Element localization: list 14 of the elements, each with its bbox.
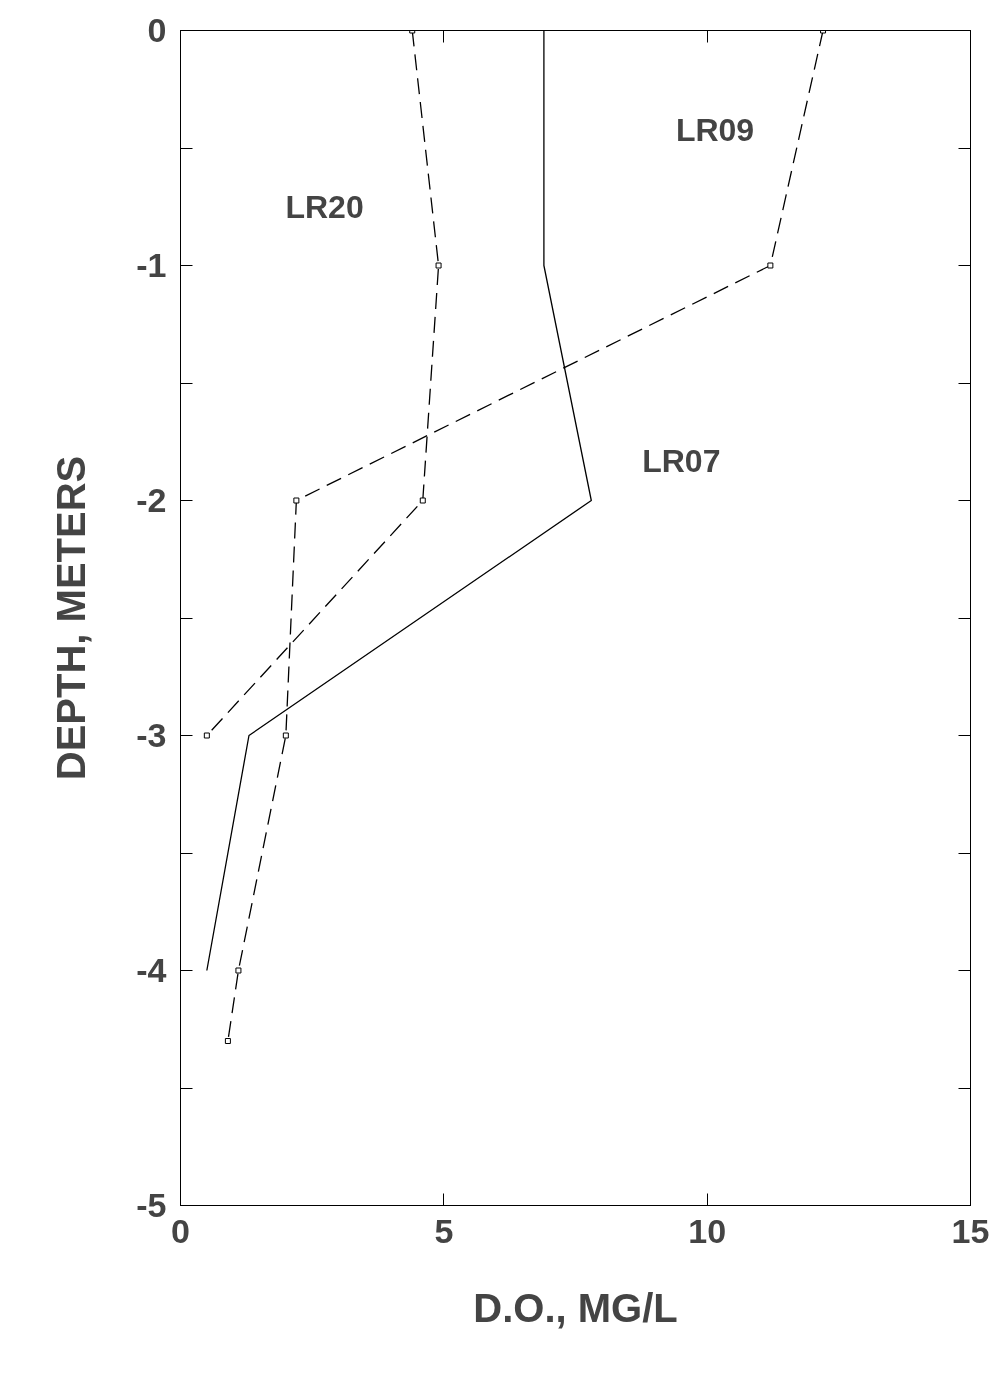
y-axis-title: DEPTH, METERS xyxy=(49,455,94,781)
series-label: LR09 xyxy=(675,111,755,148)
x-axis-title: D.O., MG/L xyxy=(473,1285,678,1330)
x-tick-label: 5 xyxy=(434,1211,454,1250)
y-tick-label: -3 xyxy=(136,716,167,754)
x-tick-label: 15 xyxy=(951,1211,990,1250)
y-tick-label: -1 xyxy=(136,246,167,284)
series-label: LR07 xyxy=(642,442,721,479)
text: LR20 xyxy=(285,188,364,225)
y-tick-label: -4 xyxy=(136,951,167,989)
y-tick-label: -5 xyxy=(136,1186,167,1224)
y-tick-label: 0 xyxy=(147,11,167,49)
x-tick-label: 10 xyxy=(688,1211,727,1250)
y-tick-label: -2 xyxy=(136,481,167,519)
